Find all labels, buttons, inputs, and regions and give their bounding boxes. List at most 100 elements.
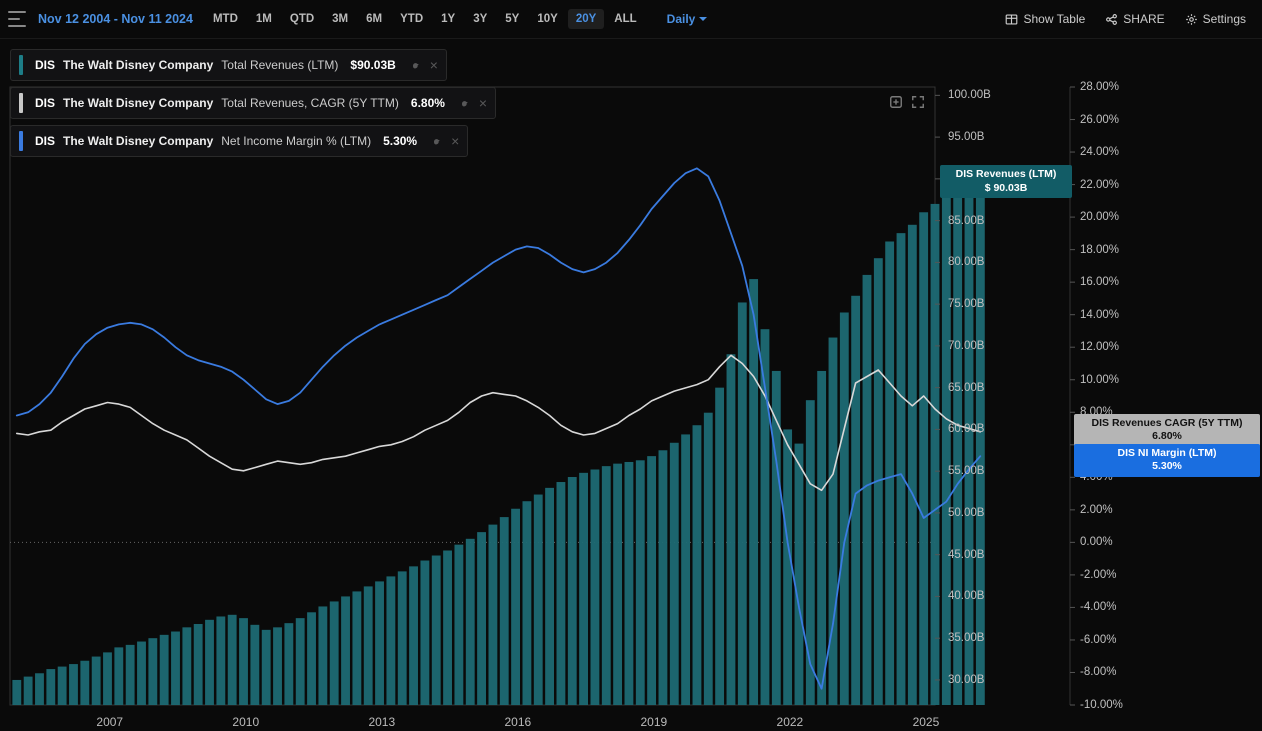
revenue-bar <box>24 677 33 705</box>
revenue-bar <box>795 444 804 705</box>
revenue-bar <box>851 296 860 705</box>
y-left-tick-label: 100.00B <box>948 89 991 101</box>
callout-ni-margin: DIS NI Margin (LTM) 5.30% <box>1074 444 1260 477</box>
add-icon[interactable] <box>889 95 903 109</box>
range-button-1m[interactable]: 1M <box>248 9 280 29</box>
y-right-tick-label: -4.00% <box>1080 601 1116 613</box>
revenue-bar <box>591 469 600 705</box>
chart-area: DIS The Walt Disney Company Total Revenues… <box>0 39 1262 731</box>
range-button-3y[interactable]: 3Y <box>465 9 495 29</box>
revenue-bar <box>693 425 702 705</box>
x-tick-label: 2010 <box>232 715 259 729</box>
revenue-bar <box>307 612 316 705</box>
revenue-bar <box>500 517 509 705</box>
revenue-bar <box>488 525 497 705</box>
revenue-bar <box>863 275 872 705</box>
chevron-down-icon <box>699 17 707 21</box>
frequency-button[interactable]: Daily <box>659 8 716 30</box>
revenue-bar <box>228 615 237 705</box>
duck-icon[interactable] <box>459 97 471 109</box>
settings-label: Settings <box>1203 12 1246 26</box>
legend-item-1[interactable]: DISThe Walt Disney CompanyTotal Revenues… <box>10 87 496 119</box>
date-range-button[interactable]: Nov 12 2004 - Nov 11 2024 <box>38 12 193 26</box>
revenue-bar <box>103 652 112 705</box>
legend-item-0[interactable]: DISThe Walt Disney CompanyTotal Revenues… <box>10 49 447 81</box>
revenue-bar <box>137 642 146 705</box>
duck-icon[interactable] <box>431 135 443 147</box>
chart-corner-tools <box>889 95 925 109</box>
y-left-tick-label: 45.00B <box>948 549 984 561</box>
range-button-1y[interactable]: 1Y <box>433 9 463 29</box>
duck-icon[interactable] <box>410 59 422 71</box>
y-right-tick-label: -2.00% <box>1080 569 1116 581</box>
revenue-bar <box>783 429 792 705</box>
callout-cagr: DIS Revenues CAGR (5Y TTM) 6.80% <box>1074 414 1260 447</box>
legend-value: 6.80% <box>411 96 445 110</box>
revenue-bar <box>602 466 611 705</box>
range-buttons: MTD1MQTD3M6MYTD1Y3Y5Y10Y20YALL <box>205 9 645 29</box>
callout-ni-title: DIS NI Margin (LTM) <box>1080 447 1254 461</box>
revenue-bar <box>296 618 305 705</box>
x-tick-label: 2013 <box>368 715 395 729</box>
legend-metric: Total Revenues, CAGR (5Y TTM) <box>221 96 399 110</box>
revenue-bar <box>749 279 758 705</box>
revenue-bar <box>556 482 565 705</box>
legend-company-name: The Walt Disney Company <box>63 134 213 148</box>
revenue-bar <box>341 596 350 705</box>
revenue-bar <box>534 495 543 705</box>
range-button-10y[interactable]: 10Y <box>529 9 565 29</box>
revenue-bar <box>273 627 282 705</box>
x-tick-label: 2007 <box>96 715 123 729</box>
revenue-bar <box>216 616 225 705</box>
fullscreen-icon[interactable] <box>911 95 925 109</box>
revenue-bar <box>386 576 395 705</box>
range-button-all[interactable]: ALL <box>606 9 644 29</box>
range-button-3m[interactable]: 3M <box>324 9 356 29</box>
share-icon <box>1105 13 1118 26</box>
revenue-bar <box>160 635 169 705</box>
y-left-tick-label: 95.00B <box>948 131 984 143</box>
show-table-button[interactable]: Show Table <box>997 8 1093 30</box>
revenue-bar <box>69 664 78 705</box>
revenue-bar <box>727 354 736 705</box>
range-button-qtd[interactable]: QTD <box>282 9 322 29</box>
close-icon[interactable]: × <box>479 96 487 110</box>
legend-ticker: DIS <box>35 96 55 110</box>
revenue-bar <box>352 591 361 705</box>
revenue-bar <box>817 371 826 705</box>
revenue-bar <box>568 477 577 705</box>
range-button-ytd[interactable]: YTD <box>392 9 431 29</box>
x-tick-label: 2016 <box>504 715 531 729</box>
revenue-bar <box>477 532 486 705</box>
share-button[interactable]: SHARE <box>1097 8 1172 30</box>
y-right-tick-label: 18.00% <box>1080 244 1119 256</box>
range-button-mtd[interactable]: MTD <box>205 9 246 29</box>
revenue-bar <box>46 669 55 705</box>
y-right-tick-label: -6.00% <box>1080 634 1116 646</box>
revenue-bar <box>409 566 418 705</box>
revenue-bar <box>545 488 554 705</box>
toolbar: Nov 12 2004 - Nov 11 2024 MTD1MQTD3M6MYT… <box>0 0 1262 39</box>
menu-icon[interactable] <box>8 6 28 32</box>
y-left-tick-label: 80.00B <box>948 256 984 268</box>
gear-icon <box>1185 13 1198 26</box>
show-table-label: Show Table <box>1023 12 1085 26</box>
range-button-6m[interactable]: 6M <box>358 9 390 29</box>
revenue-bar <box>92 657 101 705</box>
range-button-5y[interactable]: 5Y <box>497 9 527 29</box>
y-right-tick-label: 0.00% <box>1080 536 1113 548</box>
close-icon[interactable]: × <box>430 58 438 72</box>
revenue-bar <box>80 661 89 705</box>
range-button-20y[interactable]: 20Y <box>568 9 604 29</box>
x-tick-label: 2025 <box>913 715 940 729</box>
revenue-bar <box>659 450 668 705</box>
revenue-bar <box>454 545 463 705</box>
close-icon[interactable]: × <box>451 134 459 148</box>
revenue-bar <box>636 460 645 705</box>
revenue-bar <box>443 551 452 706</box>
callout-revenues: DIS Revenues (LTM) $ 90.03B <box>940 165 1072 198</box>
y-right-tick-label: 28.00% <box>1080 81 1119 93</box>
legend-item-2[interactable]: DISThe Walt Disney CompanyNet Income Mar… <box>10 125 468 157</box>
revenue-bar <box>522 501 531 705</box>
settings-button[interactable]: Settings <box>1177 8 1254 30</box>
